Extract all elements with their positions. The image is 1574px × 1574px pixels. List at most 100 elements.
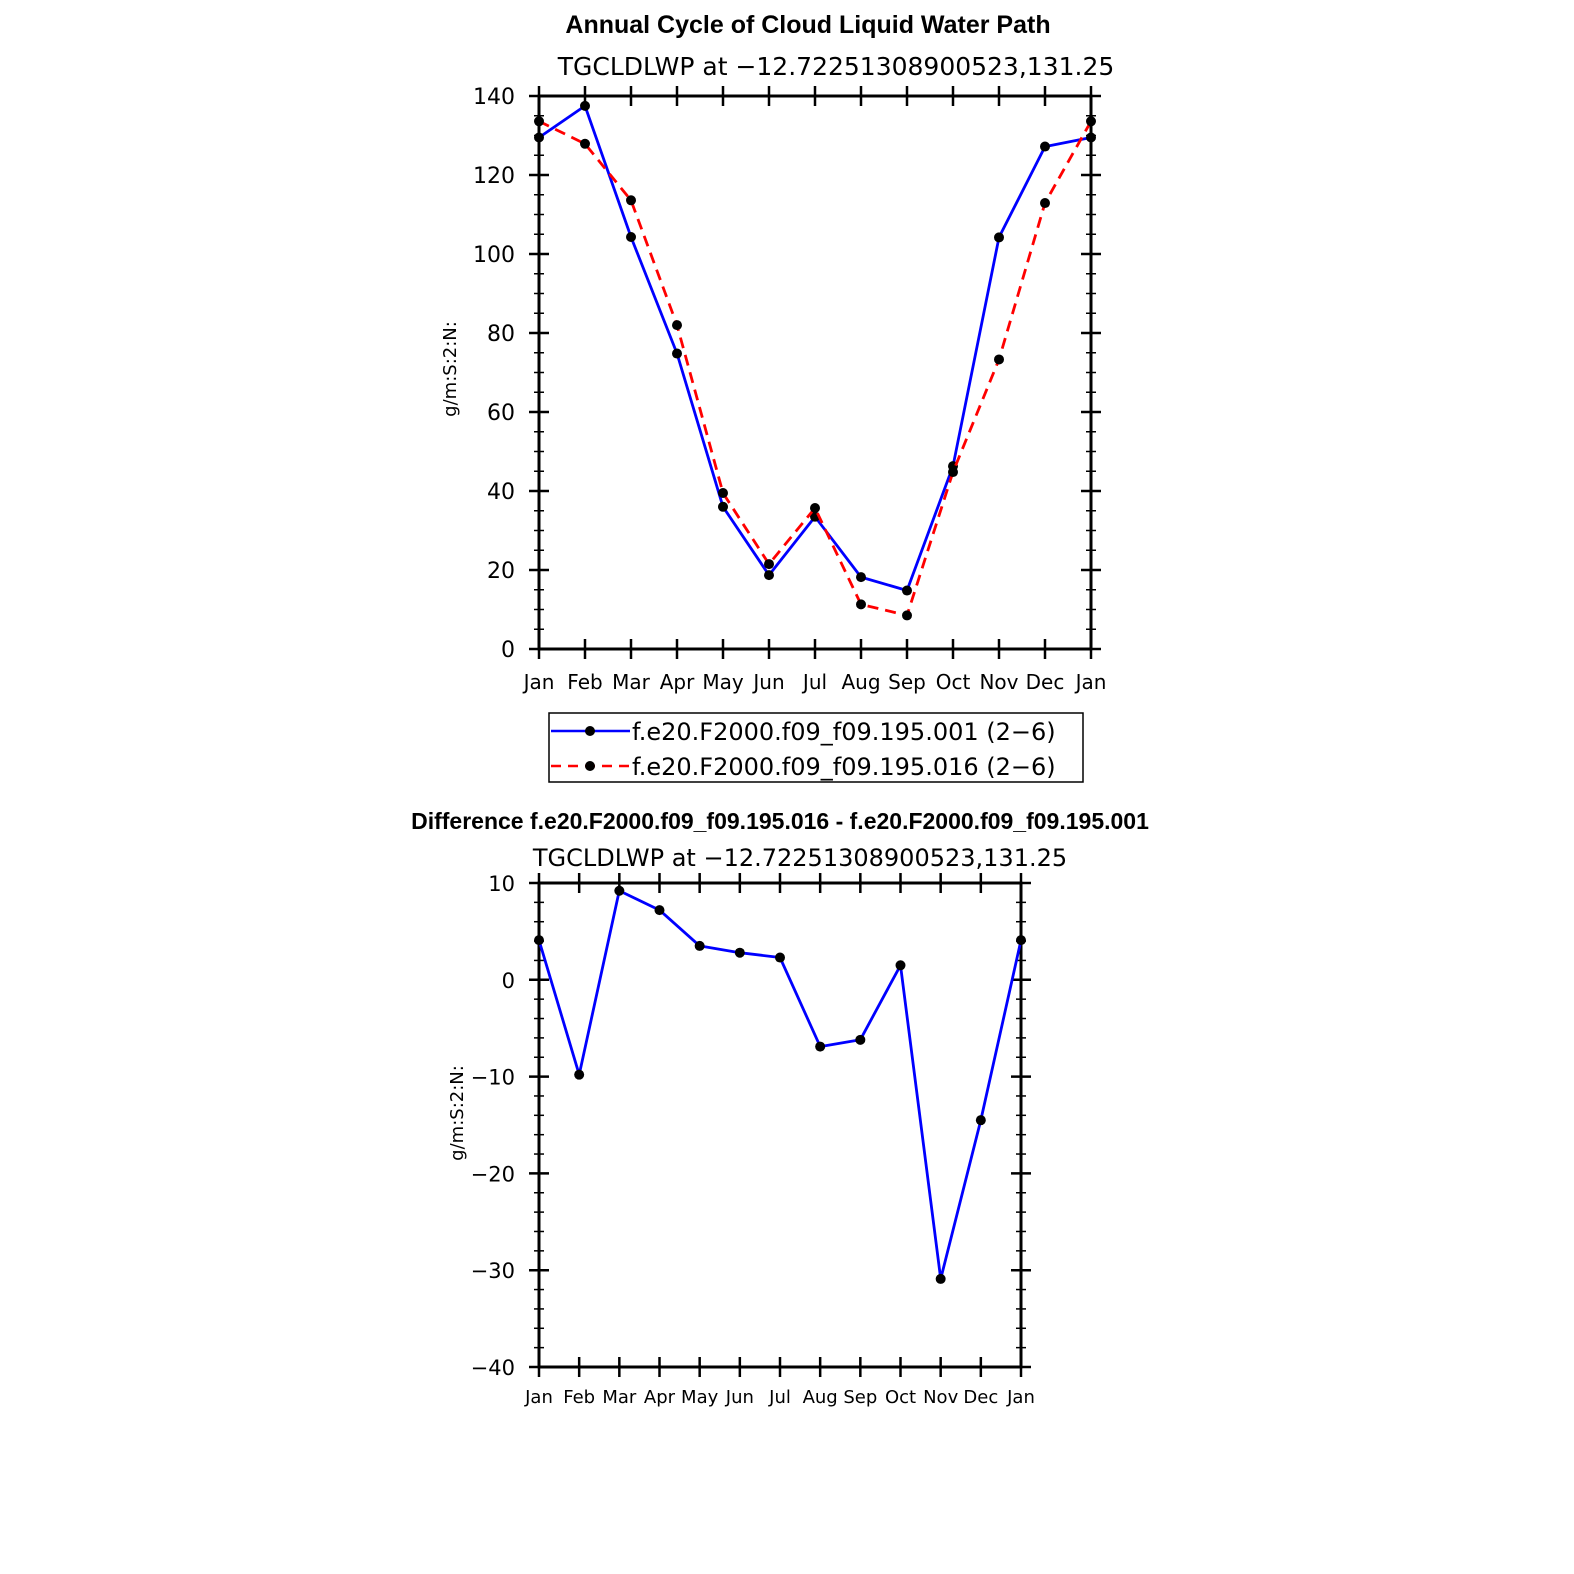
legend-marker-run-016 <box>585 761 595 771</box>
series-0-point <box>975 1115 986 1126</box>
y-tick-label: 60 <box>487 401 515 426</box>
series-0-point <box>734 947 745 958</box>
annual-cycle-chart: Annual Cycle of Cloud Liquid Water Path … <box>440 11 1115 783</box>
legend-box <box>548 712 1084 783</box>
series-1-point <box>810 502 820 513</box>
series-1-point <box>902 610 912 621</box>
legend-marker-run-001 <box>585 726 595 736</box>
x-tick-label: Jan <box>1074 670 1107 694</box>
series-1-point <box>718 487 728 498</box>
series-0-point <box>1086 132 1096 143</box>
x-tick-label: Jun <box>725 1387 754 1408</box>
series-1-point <box>1086 116 1096 127</box>
x-tick-label: Sep <box>888 670 926 694</box>
x-tick-label: Feb <box>563 1387 595 1408</box>
x-tick-label: Dec <box>1026 670 1065 694</box>
annual-cycle-y-tick-labels: 0 20 40 60 80 100 120 140 <box>473 85 515 663</box>
series-0-point <box>574 1069 585 1080</box>
annual-cycle-legend: f.e20.F2000.f09_f09.195.001 (2−6) f.e20.… <box>548 712 1084 783</box>
series-0-point <box>580 100 590 111</box>
series-0-point <box>994 232 1004 243</box>
series-1-point <box>1040 198 1050 209</box>
annual-cycle-series <box>534 100 1096 621</box>
series-0-point <box>614 885 625 896</box>
series-1-point <box>764 559 774 570</box>
x-tick-label: Jul <box>801 670 827 694</box>
series-1-point <box>948 467 958 478</box>
y-tick-label: −10 <box>471 1066 515 1090</box>
x-tick-label: Nov <box>923 1387 958 1408</box>
x-tick-label: Oct <box>936 670 971 694</box>
x-tick-label: Sep <box>843 1387 877 1408</box>
series-1-point <box>534 116 544 127</box>
x-tick-label: Jun <box>751 670 784 694</box>
y-tick-label: 80 <box>487 322 515 347</box>
series-1-point <box>672 320 682 331</box>
y-tick-label: 0 <box>501 638 515 663</box>
difference-y-axis-label: g/m:S:2:N: <box>447 1065 468 1161</box>
annual-cycle-subtitle: TGCLDLWP at −12.72251308900523,131.25 <box>557 52 1115 81</box>
x-tick-label: Oct <box>885 1387 916 1408</box>
series-1-point <box>994 354 1004 365</box>
y-tick-label: 40 <box>487 480 515 505</box>
y-tick-label: 0 <box>502 969 515 993</box>
annual-cycle-title: Annual Cycle of Cloud Liquid Water Path <box>565 11 1050 39</box>
difference-chart: Difference f.e20.F2000.f09_f09.195.016 -… <box>411 808 1149 1408</box>
x-tick-label: Aug <box>803 1387 838 1408</box>
difference-subtitle: TGCLDLWP at −12.72251308900523,131.25 <box>532 844 1067 872</box>
annual-cycle-x-tick-labels: Jan Feb Mar Apr May Jun Jul Aug Sep Oct Nov Dec Jan <box>522 670 1107 694</box>
x-tick-label: Apr <box>660 670 695 694</box>
series-1-point <box>626 195 636 206</box>
y-tick-label: −20 <box>471 1162 515 1186</box>
series-0-point <box>534 132 544 143</box>
series-0-point <box>895 960 906 971</box>
series-0-point <box>626 232 636 243</box>
y-tick-label: −40 <box>471 1356 515 1380</box>
series-0-point <box>764 570 774 581</box>
annual-cycle-ticks <box>529 86 1101 659</box>
x-tick-label: May <box>702 670 744 694</box>
annual-cycle-y-axis-label: g/m:S:2:N: <box>440 321 461 417</box>
difference-title: Difference f.e20.F2000.f09_f09.195.016 -… <box>411 808 1149 834</box>
difference-y-tick-labels: −40 −30 −20 −10 0 10 <box>471 872 515 1380</box>
series-0-point <box>815 1041 826 1052</box>
x-tick-label: Jul <box>768 1387 791 1408</box>
x-tick-label: Mar <box>612 670 651 694</box>
x-tick-label: Jan <box>1006 1387 1035 1408</box>
x-tick-label: Aug <box>841 670 880 694</box>
x-tick-label: Dec <box>963 1387 998 1408</box>
y-tick-label: 20 <box>487 559 515 584</box>
difference-ticks <box>529 873 1031 1377</box>
series-1-point <box>580 138 590 149</box>
x-tick-label: Nov <box>979 670 1018 694</box>
series-0-point <box>672 348 682 359</box>
series-0-point <box>935 1273 946 1284</box>
y-tick-label: 140 <box>473 85 515 110</box>
y-tick-label: −30 <box>471 1259 515 1283</box>
x-tick-label: Apr <box>644 1387 676 1408</box>
x-tick-label: Mar <box>602 1387 637 1408</box>
legend-label-run-001: f.e20.F2000.f09_f09.195.001 (2−6) <box>632 718 1056 746</box>
x-tick-label: Jan <box>522 670 555 694</box>
legend-label-run-016: f.e20.F2000.f09_f09.195.016 (2−6) <box>632 753 1056 781</box>
y-tick-label: 120 <box>473 164 515 189</box>
series-0-point <box>534 935 544 946</box>
series-0-point <box>1040 141 1050 152</box>
series-0-point <box>694 940 705 951</box>
difference-series <box>534 885 1026 1284</box>
series-0-point <box>902 585 912 596</box>
series-0-point <box>855 1034 866 1045</box>
y-tick-label: 10 <box>488 872 515 896</box>
series-0-point <box>718 501 728 512</box>
x-tick-label: May <box>681 1387 719 1408</box>
x-tick-label: Jan <box>524 1387 553 1408</box>
series-0-point <box>775 952 785 963</box>
x-tick-label: Feb <box>567 670 602 694</box>
y-tick-label: 100 <box>473 243 515 268</box>
difference-x-tick-labels: Jan Feb Mar Apr May Jun Jul Aug Sep Oct Nov Dec Jan <box>524 1387 1035 1408</box>
series-0-point <box>856 572 866 583</box>
series-0-point <box>654 905 665 916</box>
series-1-point <box>856 599 866 610</box>
